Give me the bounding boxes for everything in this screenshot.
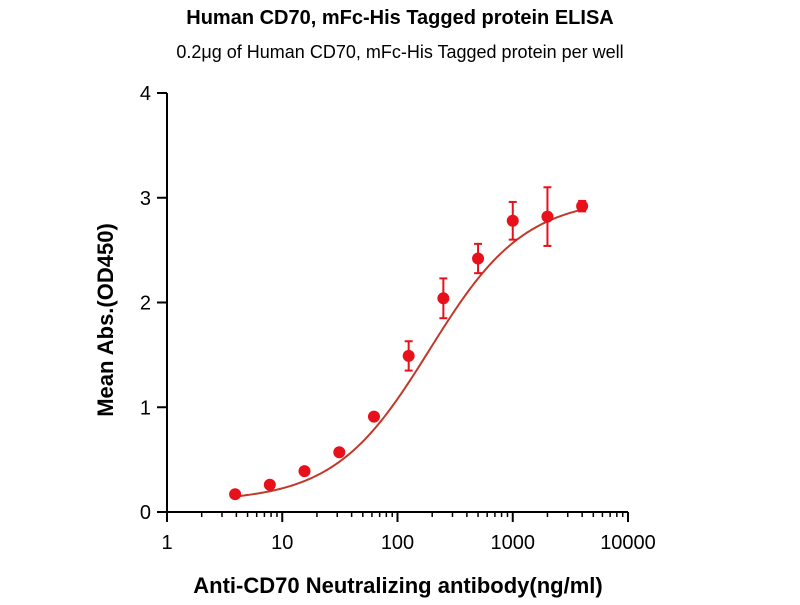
data-point xyxy=(229,488,242,501)
y-tick-label: 0 xyxy=(140,502,151,524)
data-point xyxy=(298,465,311,478)
x-tick-label: 1 xyxy=(161,532,172,554)
y-tick-label: 2 xyxy=(140,293,151,315)
y-tick-label: 1 xyxy=(140,397,151,419)
fit-curve xyxy=(235,208,583,498)
x-tick-label: 10 xyxy=(271,532,293,554)
x-tick-label: 1000 xyxy=(491,532,536,554)
data-point xyxy=(541,210,554,223)
data-point xyxy=(263,478,276,491)
y-tick-label: 3 xyxy=(140,188,151,210)
x-axis-label: Anti-CD70 Neutralizing antibody(ng/ml) xyxy=(193,573,602,598)
data-points xyxy=(229,200,589,501)
error-bars xyxy=(231,186,587,498)
chart-subtitle: 0.2μg of Human CD70, mFc-His Tagged prot… xyxy=(176,42,623,62)
x-tick-label: 10000 xyxy=(600,532,656,554)
data-point xyxy=(437,292,450,305)
data-point xyxy=(472,252,485,265)
chart-title: Human CD70, mFc-His Tagged protein ELISA xyxy=(186,7,613,29)
data-point xyxy=(333,446,346,459)
y-axis-label: Mean Abs.(OD450) xyxy=(93,223,118,417)
data-point xyxy=(367,410,380,423)
fit-curve-group xyxy=(235,208,583,498)
data-point xyxy=(576,200,589,213)
y-tick-label: 4 xyxy=(140,83,151,105)
data-point xyxy=(506,214,519,227)
data-point xyxy=(402,349,415,362)
x-tick-label: 100 xyxy=(381,532,414,554)
